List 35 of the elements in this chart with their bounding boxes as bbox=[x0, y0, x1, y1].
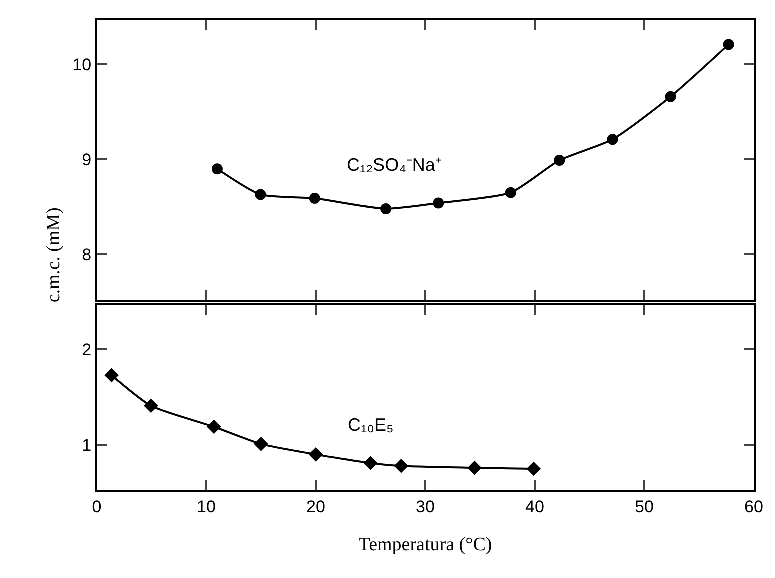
point bbox=[723, 39, 734, 50]
point bbox=[104, 368, 119, 383]
point bbox=[433, 198, 444, 209]
x-tick-label: 0 bbox=[92, 497, 102, 516]
point bbox=[212, 164, 223, 175]
point bbox=[364, 456, 378, 470]
x-tick-label: 20 bbox=[306, 497, 326, 516]
x-axis-title: Temperatura (°C) bbox=[358, 534, 492, 556]
series-label: C₁₀E₅ bbox=[348, 415, 394, 435]
x-tick-label: 60 bbox=[744, 497, 764, 516]
point bbox=[526, 462, 542, 476]
x-tick-label: 50 bbox=[635, 497, 654, 516]
point bbox=[380, 203, 392, 214]
y-tick-label: 1 bbox=[82, 436, 92, 456]
point bbox=[144, 398, 158, 414]
point bbox=[308, 448, 324, 462]
y-tick-label: 8 bbox=[82, 245, 92, 264]
point bbox=[394, 458, 409, 474]
point bbox=[468, 460, 482, 476]
point bbox=[255, 189, 266, 200]
series-label: C₁₂SO₄⁻Na⁺ bbox=[347, 155, 442, 175]
x-tick-label: 30 bbox=[416, 497, 435, 516]
point bbox=[554, 155, 566, 166]
y-tick-label: 9 bbox=[82, 150, 92, 170]
x-tick-label: 10 bbox=[197, 497, 216, 516]
point bbox=[207, 420, 222, 434]
x-tick-label: 40 bbox=[526, 497, 544, 516]
point bbox=[607, 134, 618, 146]
y-tick-label: 2 bbox=[82, 340, 92, 360]
y-axis-title: c.m.c. (mM) bbox=[44, 208, 65, 303]
point bbox=[665, 91, 676, 102]
point bbox=[309, 193, 320, 204]
y-tick-label: 10 bbox=[72, 56, 92, 75]
point bbox=[505, 187, 516, 198]
point bbox=[254, 437, 268, 452]
